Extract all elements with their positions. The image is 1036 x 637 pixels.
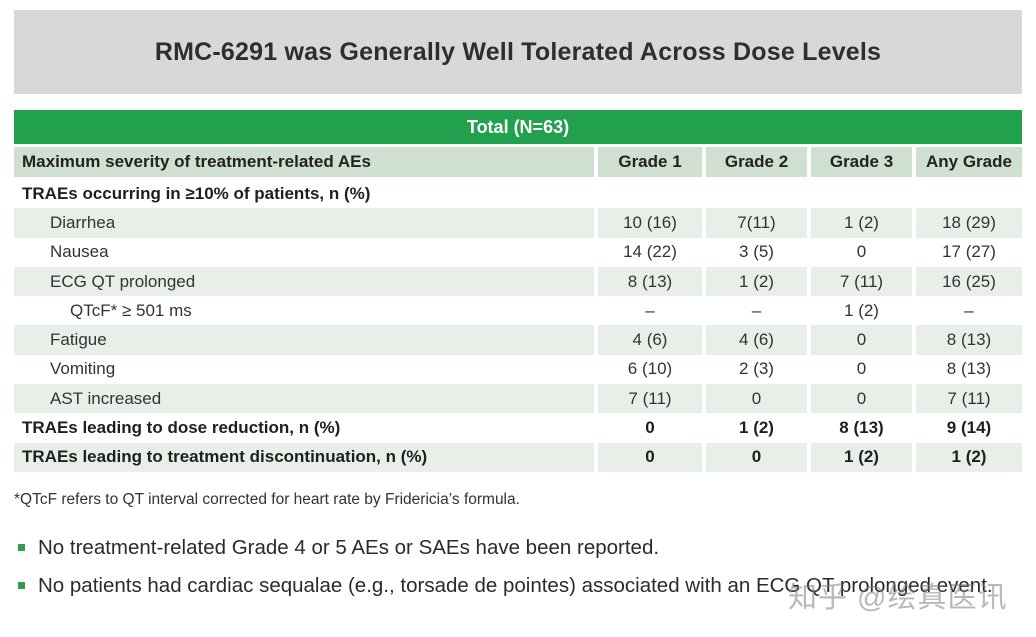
- cell-grade3: 0: [856, 242, 867, 262]
- cell-grade2: –: [751, 300, 762, 320]
- qtcf-footnote: *QTcF refers to QT interval corrected fo…: [14, 491, 520, 508]
- cell-grade2: 4 (6): [706, 325, 807, 355]
- row-label: QTcF* ≥ 501 ms: [70, 300, 192, 320]
- row-label: Diarrhea: [14, 208, 594, 238]
- cell-grade2: [706, 179, 807, 208]
- table-row-ast-increased: AST increased 7 (11) 0 0 7 (11): [14, 384, 1022, 414]
- cell-grade3: 8 (13): [839, 418, 884, 438]
- cell-anygrade: 18 (29): [916, 208, 1022, 238]
- cell-grade3: 1 (2): [811, 442, 912, 472]
- cell-grade2: 1 (2): [739, 418, 774, 438]
- table-header-row: Maximum severity of treatment-related AE…: [14, 147, 1022, 177]
- table-row-diarrhea: Diarrhea 10 (16) 7(11) 1 (2) 18 (29): [14, 208, 1022, 238]
- cell-anygrade: 7 (11): [916, 384, 1022, 414]
- table-row-dose-reduction: TRAEs leading to dose reduction, n (%) 0…: [14, 413, 1022, 442]
- bullet-text: No patients had cardiac sequalae (e.g., …: [38, 574, 993, 597]
- cell-grade2: 0: [706, 442, 807, 472]
- cell-grade1: 7 (11): [598, 384, 702, 414]
- table-row-vomiting: Vomiting 6 (10) 2 (3) 0 8 (13): [14, 355, 1022, 384]
- row-label: Fatigue: [14, 325, 594, 355]
- adverse-events-table: Total (N=63) Maximum severity of treatme…: [14, 110, 1022, 472]
- cell-grade1: –: [645, 300, 655, 320]
- cell-grade3: [811, 179, 912, 208]
- cell-grade3: 0: [811, 384, 912, 414]
- zhihu-watermark: 知乎 @绘真医讯: [788, 582, 1008, 614]
- table-span-header: Total (N=63): [14, 110, 1022, 144]
- bullet-square-icon: [18, 582, 25, 589]
- bullet-text: No treatment-related Grade 4 or 5 AEs or…: [38, 536, 660, 559]
- column-header-grade2: Grade 2: [706, 147, 807, 177]
- cell-anygrade: –: [964, 300, 974, 320]
- summary-bullets: No treatment-related Grade 4 or 5 AEs or…: [14, 532, 1009, 608]
- cell-grade1: 0: [598, 442, 702, 472]
- column-header-anygrade: Any Grade: [916, 147, 1022, 177]
- row-label: TRAEs occurring in ≥10% of patients, n (…: [22, 183, 371, 203]
- table-row-ecg-qt-prolonged: ECG QT prolonged 8 (13) 1 (2) 7 (11) 16 …: [14, 266, 1022, 297]
- column-header-grade3: Grade 3: [811, 147, 912, 177]
- cell-grade2: 1 (2): [706, 266, 807, 297]
- row-label: AST increased: [14, 384, 594, 414]
- cell-anygrade: 1 (2): [916, 442, 1022, 472]
- row-label: Nausea: [50, 242, 109, 262]
- cell-grade3: 0: [856, 359, 867, 379]
- table-row-qtcf-501ms: QTcF* ≥ 501 ms – – 1 (2) –: [14, 296, 1022, 325]
- cell-grade3: 7 (11): [811, 266, 912, 297]
- cell-grade2: 7(11): [706, 208, 807, 238]
- cell-anygrade: 16 (25): [916, 266, 1022, 297]
- cell-grade2: 2 (3): [739, 359, 774, 379]
- cell-grade1: 6 (10): [627, 359, 673, 379]
- cell-grade1: 8 (13): [598, 266, 702, 297]
- row-label: TRAEs leading to treatment discontinuati…: [14, 442, 594, 472]
- cell-anygrade: [916, 179, 1022, 208]
- row-label: Vomiting: [50, 359, 116, 379]
- bullet-square-icon: [18, 544, 25, 551]
- cell-grade3: 1 (2): [844, 300, 879, 320]
- cell-grade1: [598, 179, 702, 208]
- row-label: TRAEs leading to dose reduction, n (%): [22, 418, 341, 438]
- cell-grade1: 14 (22): [623, 242, 677, 262]
- cell-anygrade: 8 (13): [916, 325, 1022, 355]
- cell-grade1: 4 (6): [598, 325, 702, 355]
- table-row-section-traes-10pct: TRAEs occurring in ≥10% of patients, n (…: [14, 179, 1022, 208]
- title-bar: RMC-6291 was Generally Well Tolerated Ac…: [14, 10, 1022, 94]
- cell-grade2: 3 (5): [739, 242, 774, 262]
- cell-anygrade: 9 (14): [946, 418, 992, 438]
- column-header-grade1: Grade 1: [598, 147, 702, 177]
- cell-grade3: 0: [811, 325, 912, 355]
- cell-grade2: 0: [706, 384, 807, 414]
- slide-title: RMC-6291 was Generally Well Tolerated Ac…: [154, 37, 882, 66]
- row-label: ECG QT prolonged: [14, 266, 594, 297]
- table-row-fatigue: Fatigue 4 (6) 4 (6) 0 8 (13): [14, 325, 1022, 355]
- table-row-nausea: Nausea 14 (22) 3 (5) 0 17 (27): [14, 238, 1022, 267]
- bullet-no-cardiac-sequalae: No patients had cardiac sequalae (e.g., …: [14, 570, 1009, 601]
- cell-grade1: 0: [645, 418, 655, 438]
- cell-grade1: 10 (16): [598, 208, 702, 238]
- cell-anygrade: 17 (27): [942, 242, 996, 262]
- table-row-treatment-discontinuation: TRAEs leading to treatment discontinuati…: [14, 442, 1022, 472]
- cell-grade3: 1 (2): [811, 208, 912, 238]
- column-header-label: Maximum severity of treatment-related AE…: [14, 147, 594, 177]
- bullet-no-grade45: No treatment-related Grade 4 or 5 AEs or…: [14, 532, 1009, 563]
- cell-anygrade: 8 (13): [946, 359, 992, 379]
